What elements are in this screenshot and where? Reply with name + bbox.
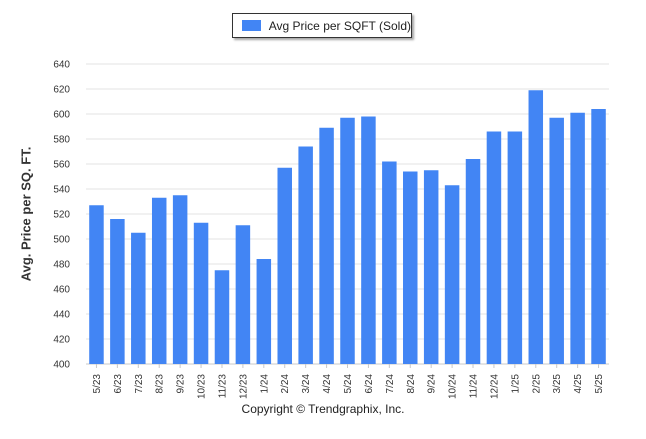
copyright-text: Copyright © Trendgraphix, Inc. — [241, 402, 405, 416]
x-tick-label: 8/23 — [155, 374, 166, 394]
x-tick-label: 6/23 — [113, 374, 124, 394]
y-tick-label: 440 — [53, 310, 70, 321]
y-tick-label: 420 — [53, 335, 70, 346]
x-tick-label: 10/23 — [197, 374, 208, 399]
x-tick-label: 2/25 — [531, 374, 542, 394]
bar-12-23 — [235, 225, 251, 364]
y-tick-label: 560 — [53, 160, 70, 171]
y-tick-label: 580 — [53, 135, 70, 146]
bar-4-24 — [319, 127, 334, 364]
x-tick-label: 12/24 — [489, 374, 500, 399]
x-tick-label: 9/24 — [427, 374, 438, 394]
bar-10-23 — [193, 222, 209, 364]
x-tick-label: 6/24 — [364, 374, 375, 394]
x-tick-label: 4/24 — [322, 374, 333, 394]
x-tick-label: 12/23 — [238, 374, 249, 399]
bar-8-23 — [151, 197, 167, 364]
bar-4-25 — [570, 112, 585, 364]
y-axis-label: Avg. Price per SQ. FT. — [18, 146, 34, 282]
bar-2-25 — [528, 90, 544, 364]
y-tick-label: 620 — [53, 85, 70, 96]
x-tick-label: 3/25 — [552, 374, 563, 394]
x-tick-label: 11/23 — [217, 374, 228, 399]
y-tick-label: 540 — [53, 185, 70, 196]
x-tick-label: 1/25 — [510, 374, 521, 394]
x-tick-label: 5/24 — [343, 374, 354, 394]
bar-7-24 — [382, 161, 397, 364]
bar-12-24 — [486, 131, 502, 364]
y-tick-label: 480 — [53, 260, 70, 271]
y-tick-label: 520 — [53, 210, 70, 221]
x-tick-label: 11/24 — [469, 374, 480, 399]
bar-10-24 — [444, 185, 460, 364]
x-tick-label: 9/23 — [176, 374, 187, 394]
bar-5-25 — [591, 109, 606, 364]
bar-6-24 — [361, 116, 376, 364]
x-tick-label: 7/23 — [134, 374, 145, 394]
bar-3-25 — [549, 117, 564, 364]
bar-11-23 — [214, 270, 230, 364]
y-tick-label: 500 — [53, 235, 70, 246]
legend: Avg Price per SQFT (Sold) — [232, 13, 412, 38]
bar-8-24 — [403, 171, 418, 364]
x-tick-label: 5/23 — [92, 374, 103, 394]
bar-2-24 — [277, 167, 292, 364]
bar-3-24 — [298, 146, 313, 364]
x-tick-label: 3/24 — [301, 374, 312, 394]
bar-5-23 — [89, 205, 104, 364]
y-tick-label: 600 — [53, 110, 70, 121]
x-tick-label: 10/24 — [448, 374, 459, 399]
x-tick-label: 2/24 — [280, 374, 291, 394]
x-tick-label: 4/25 — [573, 374, 584, 394]
legend-swatch — [242, 20, 261, 31]
bar-5-24 — [340, 117, 355, 364]
y-tick-label: 400 — [53, 360, 70, 371]
bar-1-24 — [256, 259, 272, 364]
y-tick-label: 460 — [53, 285, 70, 296]
bar-7-23 — [131, 232, 146, 364]
x-tick-label: 7/24 — [385, 374, 396, 394]
y-tick-label: 640 — [53, 60, 70, 71]
bar-1-25 — [507, 131, 523, 364]
bar-6-23 — [110, 219, 125, 364]
bar-9-24 — [423, 170, 439, 364]
legend-label: Avg Price per SQFT (Sold) — [268, 18, 411, 33]
bar-11-24 — [465, 159, 481, 364]
x-tick-label: 1/24 — [259, 374, 270, 394]
bar-9-23 — [172, 195, 188, 364]
x-tick-label: 5/25 — [594, 374, 605, 394]
x-tick-label: 8/24 — [406, 374, 417, 394]
